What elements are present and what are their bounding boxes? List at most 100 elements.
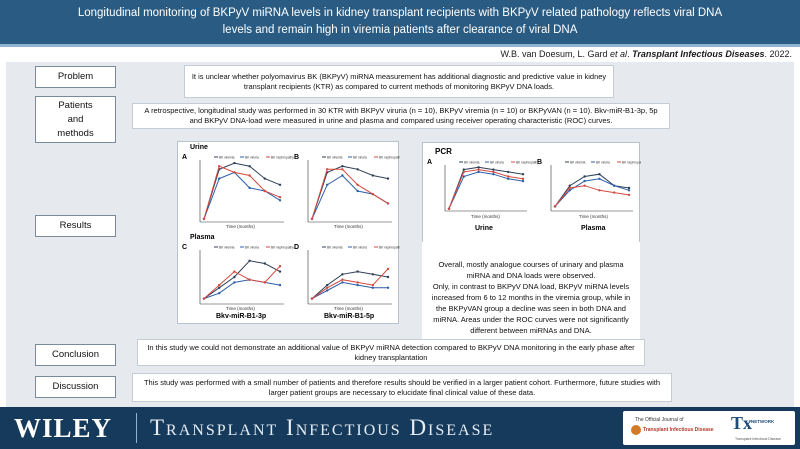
citation-journal[interactable]: Transplant Infectious Diseases — [632, 49, 765, 59]
plot-d-point-2-1 — [326, 286, 329, 289]
results-label-text: Results — [59, 220, 92, 231]
plot-a-point-1-5 — [278, 199, 282, 202]
plasma-title: Plasma — [190, 234, 215, 241]
pcr-x-label-a: Time (months) — [471, 214, 500, 219]
plot-b-point-2-2 — [341, 168, 344, 171]
journal-footer: WILEY Transplant Infectious Disease The … — [0, 407, 800, 449]
panel-letter-d: D — [294, 244, 300, 251]
plot-a-legend-label-0: BK viremia — [219, 156, 235, 160]
pcr-title: PCR — [435, 147, 452, 156]
plot-b-series-2 — [311, 168, 389, 220]
pcr-plot-a-point-0-4 — [507, 170, 510, 174]
pcr-plot-b-point-0-2 — [583, 175, 586, 178]
plot-d-series-0 — [311, 271, 389, 299]
pcr-plot-b-point-2-0 — [553, 205, 557, 208]
pcr-plot-b-point-0-5 — [627, 186, 631, 190]
pcr-plot-a-point-2-1 — [462, 170, 465, 174]
plot-b-point-2-1 — [326, 168, 329, 171]
plot-b-point-2-4 — [371, 192, 374, 196]
pcr-plot-a-point-2-0 — [447, 207, 451, 210]
society-name[interactable]: Transplant Infectious Disease — [643, 427, 714, 433]
pcr-plot-a-legend-label-1: BK viruria — [490, 161, 504, 165]
discussion-text: This study was performed with a small nu… — [132, 373, 672, 402]
conclusion-label: Conclusion — [35, 344, 116, 366]
plot-b-point-0-3 — [356, 168, 359, 171]
plot-c-point-2-0 — [202, 297, 206, 300]
pcr-plot-b-legend-label-2: BK nephropathy — [622, 161, 641, 165]
methods-text: A retrospective, longitudinal study was … — [132, 103, 670, 129]
pcr-plot-a-point-0-2 — [477, 166, 480, 169]
pcr-plot-b-point-0-1 — [568, 184, 571, 187]
plot-a-series-0 — [203, 162, 281, 220]
plot-c-series-2 — [203, 265, 281, 299]
citation-authors: W.B. van Doesum, L. Gard — [500, 49, 611, 59]
plot-c-point-2-1 — [218, 283, 221, 287]
plot-b-series-0 — [311, 165, 389, 220]
pcr-plot-a-legend-label-0: BK viremia — [464, 161, 480, 165]
pcr-plot-b-point-1-3 — [598, 177, 601, 180]
plot-c-point-2-2 — [233, 270, 236, 273]
methods-label-line-3: methods — [57, 127, 94, 139]
pcr-plot-a-series-0 — [448, 166, 524, 209]
pcr-plot-b-legend-label-1: BK viruria — [596, 161, 610, 165]
plot-d-point-2-2 — [341, 278, 344, 281]
plot-b-point-0-5 — [386, 177, 390, 180]
pcr-plot-b-series-2 — [554, 185, 630, 207]
pcr-plot-a-point-0-3 — [492, 168, 495, 171]
tx-tagline: Transplant Infectious Disease — [735, 437, 781, 441]
plot-b-legend-label-1: BK viruria — [353, 156, 367, 160]
problem-label: Problem — [35, 66, 116, 88]
plot-b-point-2-5 — [386, 202, 390, 205]
plot-d-point-2-0 — [310, 297, 314, 300]
plot-c-point-1-2 — [233, 281, 236, 284]
plot-a-series-2 — [203, 165, 281, 220]
plot-d-point-1-3 — [356, 283, 359, 287]
x-label-b: Time (months) — [334, 224, 363, 229]
methods-label: Patients and methods — [35, 96, 116, 143]
pcr-plot-b-point-2-4 — [613, 191, 616, 194]
plot-a-point-0-4 — [263, 177, 266, 180]
plot-b-point-0-4 — [371, 174, 374, 177]
plot-c-point-2-3 — [248, 278, 251, 281]
pcr-plot-b-point-1-1 — [568, 189, 571, 192]
pcr-plot-b-point-1-2 — [583, 179, 586, 183]
plot-c-point-0-3 — [248, 259, 251, 262]
plot-c-legend-label-1: BK viruria — [245, 246, 259, 250]
problem-label-text: Problem — [57, 71, 94, 82]
plot-c-point-1-5 — [278, 283, 282, 287]
mirna-plots: BK viremia BK viruria BK nephropathy BK vir… — [199, 156, 400, 305]
plot-a-point-2-2 — [233, 171, 236, 174]
plot-d-point-0-4 — [371, 273, 374, 276]
tx-network-text: NETWORK — [751, 419, 775, 424]
title-line-2: levels and remain high in viremia patien… — [222, 24, 578, 36]
plot-c-point-1-1 — [218, 292, 221, 295]
pcr-plot-b-legend-label-0: BK viremia — [570, 161, 586, 165]
pcr-plot-a-point-1-2 — [477, 170, 480, 174]
conclusion-label-text: Conclusion — [52, 349, 99, 360]
plot-d-legend-label-0: BK viremia — [327, 246, 343, 250]
plot-d-point-2-4 — [371, 283, 374, 287]
poster-body: Problem It is unclear whether polyomavir… — [6, 62, 794, 407]
pcr-plot-b-point-2-3 — [598, 189, 601, 192]
pcr-plot-b-series-0 — [554, 173, 630, 207]
pcr-plot-a-series-1 — [448, 171, 524, 209]
pcr-caption-plasma: Plasma — [581, 225, 606, 232]
plot-d-point-0-3 — [356, 270, 359, 273]
plot-d-point-1-1 — [326, 289, 329, 292]
tx-logo[interactable]: Tx — [731, 413, 753, 433]
pcr-x-label-b: Time (months) — [579, 214, 608, 219]
title-line-1: Longitudinal monitoring of BKPyV miRNA l… — [77, 7, 723, 19]
pcr-plot-a-legend-label-2: BK nephropathy — [516, 161, 539, 165]
plot-d-point-0-1 — [326, 283, 329, 287]
citation-year: . 2022. — [764, 49, 792, 59]
wiley-logo[interactable]: WILEY — [14, 413, 113, 443]
journal-name[interactable]: Transplant Infectious Disease — [150, 415, 495, 440]
caption-5p: Bkv-miR-B1-5p — [324, 313, 375, 320]
pcr-plot-a-point-2-3 — [492, 170, 495, 174]
plot-c-legend-label-0: BK viremia — [219, 246, 235, 250]
footer-divider — [136, 413, 137, 443]
plot-a-point-0-2 — [233, 161, 236, 165]
citation-etal: et al — [610, 49, 628, 59]
plot-b-point-0-2 — [341, 165, 344, 168]
pcr-plots: BK viremia BK viruria BK nephropathy BK vir… — [444, 161, 641, 212]
